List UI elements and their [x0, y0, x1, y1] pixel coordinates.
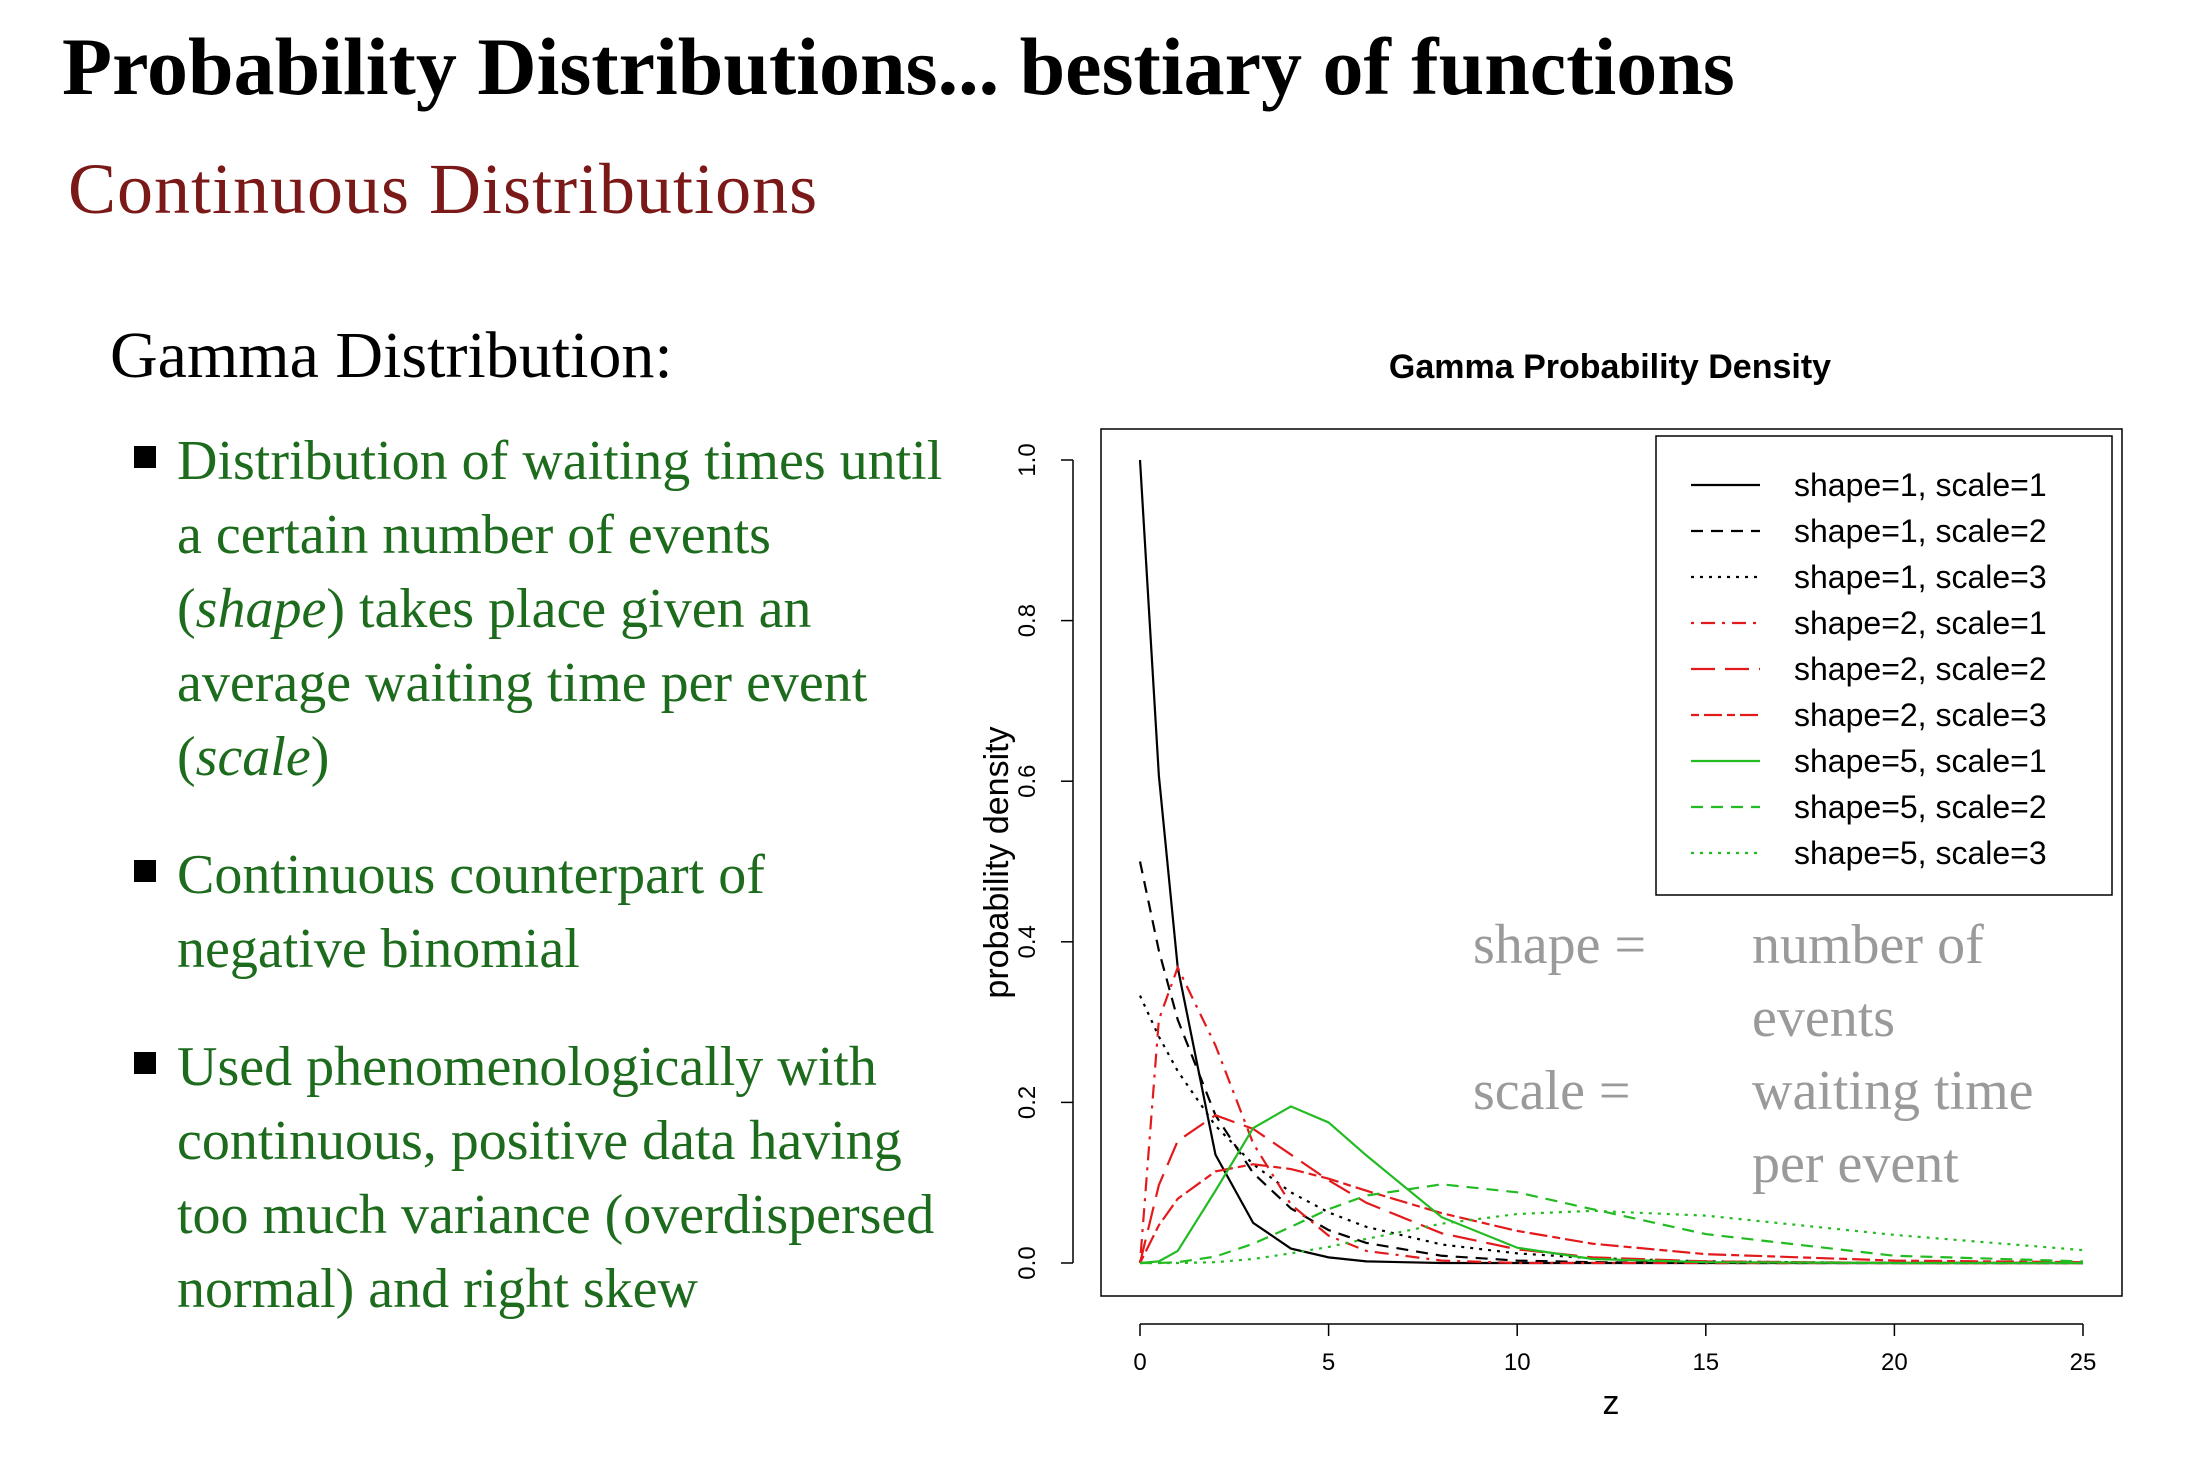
text: Distribution of waiting times until a ce…: [177, 430, 943, 640]
data-line: [1139, 995, 2083, 1265]
chart-title: Gamma Probability Density: [1389, 348, 1831, 386]
data-line: [1140, 1183, 2084, 1265]
data-line: [1140, 1209, 2084, 1265]
x-tick-label: 25: [2070, 1349, 2097, 1376]
legend-label: shape=1, scale=2: [1794, 513, 2047, 549]
legend-label: shape=1, scale=1: [1794, 467, 2047, 503]
data-line: [1138, 1114, 2083, 1265]
legend-label: shape=5, scale=3: [1794, 835, 2047, 871]
y-axis-label: probability density: [978, 726, 1016, 998]
text: Used phenomenologically with continuous,…: [177, 1036, 935, 1320]
x-tick-label: 0: [1133, 1349, 1146, 1376]
x-axis-label: z: [1603, 1384, 1620, 1422]
legend-box: [1655, 435, 2113, 896]
x-tick-label: 5: [1322, 1349, 1335, 1376]
text: Continuous counterpart of negative binom…: [177, 844, 765, 980]
bullet: Used phenomenologically with continuous,…: [130, 1030, 950, 1326]
y-tick-label: 1.0: [1014, 443, 1041, 476]
legend-label: shape=2, scale=1: [1794, 605, 2047, 641]
bullet: Distribution of waiting times until a ce…: [130, 424, 950, 794]
bullet-list: Distribution of waiting times until a ce…: [130, 424, 950, 1370]
slide-title: Probability Distributions... bestiary of…: [62, 21, 1735, 112]
slide-subtitle: Continuous Distributions: [68, 149, 819, 229]
x-tick-label: 15: [1692, 1349, 1719, 1376]
legend-label: shape=5, scale=2: [1794, 789, 2047, 825]
y-tick-label: 0.6: [1014, 765, 1041, 798]
legend-label: shape=2, scale=3: [1794, 697, 2047, 733]
text: ): [310, 726, 330, 788]
text: shape: [195, 578, 327, 640]
y-tick-label: 0.0: [1014, 1246, 1041, 1279]
x-tick-label: 20: [1881, 1349, 1908, 1376]
text: ) takes place given an average waiting t…: [177, 578, 868, 788]
plot-frame: [1100, 428, 2123, 1297]
section-heading: Gamma Distribution:: [110, 319, 673, 392]
annotation: per event: [1752, 1133, 1959, 1195]
legend-label: shape=1, scale=3: [1794, 559, 2047, 595]
annotation: number of: [1752, 914, 1984, 976]
y-tick-label: 0.4: [1014, 925, 1041, 958]
annotation: scale =: [1473, 1060, 1631, 1122]
annotation: waiting time: [1752, 1060, 2034, 1122]
bullet: Continuous counterpart of negative binom…: [130, 838, 950, 986]
legend-label: shape=5, scale=1: [1794, 743, 2047, 779]
y-tick-label: 0.8: [1014, 604, 1041, 637]
data-line: [1139, 1163, 2084, 1264]
annotation: events: [1752, 987, 1895, 1049]
data-line: [1139, 1105, 2083, 1265]
x-tick-label: 10: [1504, 1349, 1531, 1376]
legend-label: shape=2, scale=2: [1794, 651, 2047, 687]
text: scale: [195, 726, 311, 788]
annotation: shape =: [1473, 914, 1646, 976]
y-tick-label: 0.2: [1014, 1086, 1041, 1119]
